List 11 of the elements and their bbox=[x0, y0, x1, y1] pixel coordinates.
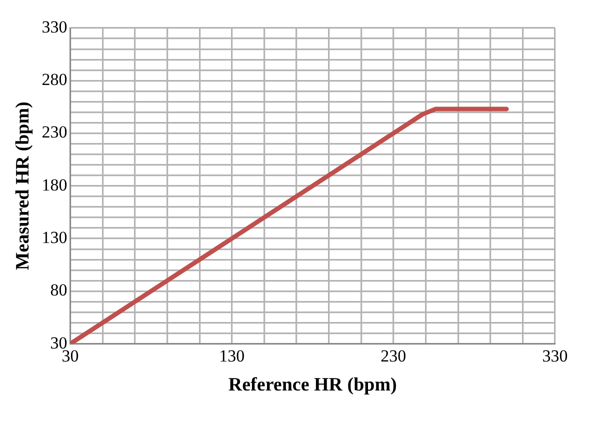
y-tick-label: 180 bbox=[42, 175, 68, 194]
x-tick-label: 230 bbox=[380, 346, 406, 366]
y-tick-label: 330 bbox=[42, 17, 68, 36]
y-tick-label: 80 bbox=[50, 280, 68, 300]
x-tick-label: 130 bbox=[219, 346, 245, 366]
y-tick-label: 230 bbox=[42, 122, 68, 142]
x-axis-title: Reference HR (bpm) bbox=[228, 374, 397, 396]
y-axis-title: Measured HR (bpm) bbox=[12, 102, 34, 270]
y-tick-label: 130 bbox=[42, 228, 68, 247]
y-tick-label: 280 bbox=[42, 70, 68, 90]
x-tick-label: 330 bbox=[542, 346, 568, 366]
